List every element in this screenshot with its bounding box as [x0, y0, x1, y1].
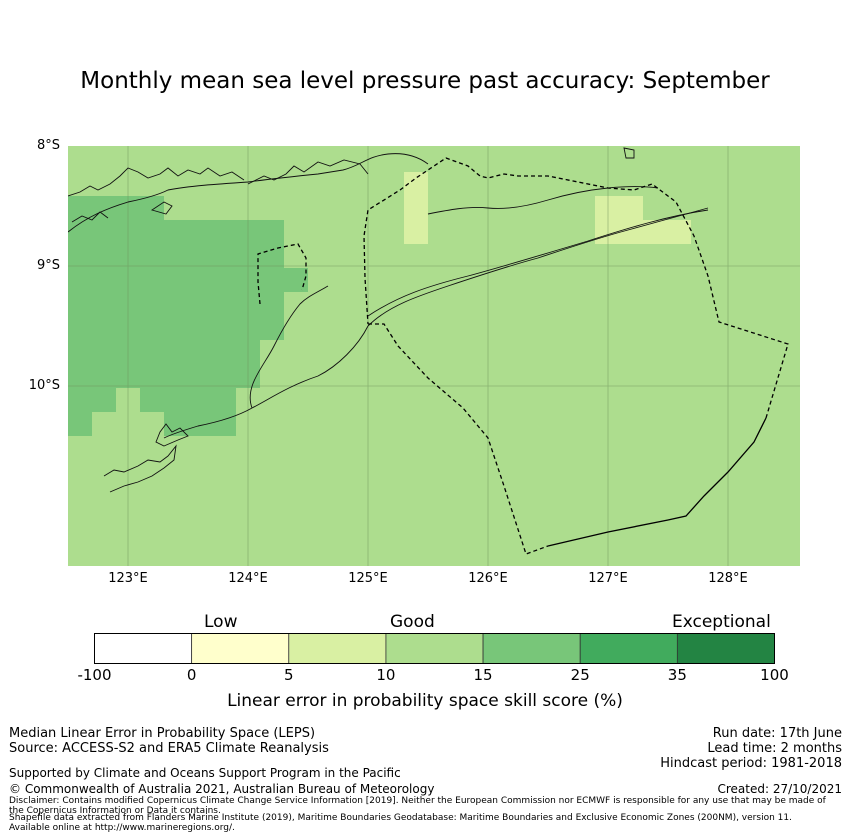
footer-shapefile-line1: Shapefile data extracted from Flanders M…: [9, 813, 792, 823]
map-title: Monthly mean sea level pressure past acc…: [80, 68, 770, 94]
colorbar-label: Linear error in probability space skill …: [227, 691, 623, 711]
colorbar-swatch: [676, 633, 775, 664]
colorbar-swatch: [385, 633, 484, 664]
footer-disclaimer-line1: Disclaimer: Contains modified Copernicus…: [9, 796, 826, 806]
footer-created: Created: 27/10/2021: [717, 782, 842, 796]
lon-label-128e: 128°E: [708, 571, 748, 586]
colorbar-swatch: [482, 633, 581, 664]
lon-label-126e: 126°E: [468, 571, 508, 586]
colorbar-tick-label: 35: [667, 666, 687, 684]
colorbar-swatch: [288, 633, 387, 664]
colorbar-tick-label: 10: [376, 666, 396, 684]
footer-leps: Median Linear Error in Probability Space…: [9, 726, 316, 741]
footer-disclaimer-line2: the Copernicus Information or Data it co…: [9, 806, 221, 816]
footer-supported: Supported by Climate and Oceans Support …: [9, 766, 401, 780]
lon-label-124e: 124°E: [228, 571, 268, 586]
colorbar-tick-label: -100: [77, 666, 112, 684]
colorbar-tick-label: 5: [284, 666, 294, 684]
lat-label-10s: 10°S: [28, 378, 60, 393]
colorbar-swatch: [94, 633, 193, 664]
lon-label-125e: 125°E: [348, 571, 388, 586]
footer-shapefile-line2: Available online at http://www.marinereg…: [9, 823, 235, 833]
footer-copyright: © Commonwealth of Australia 2021, Austra…: [9, 782, 435, 796]
colorbar-category-exceptional: Exceptional: [672, 612, 771, 632]
footer-source: Source: ACCESS-S2 and ERA5 Climate Reana…: [9, 741, 329, 756]
colorbar-swatch: [579, 633, 678, 664]
colorbar-tick-label: 0: [186, 666, 197, 684]
lat-label-8s: 8°S: [36, 138, 60, 153]
skill-map: [68, 146, 800, 566]
colorbar-tick-label: 25: [570, 666, 590, 684]
coastlines: [68, 147, 709, 493]
footer-hindcast: Hindcast period: 1981-2018: [660, 756, 842, 771]
colorbar: [94, 633, 775, 664]
lon-label-127e: 127°E: [588, 571, 628, 586]
colorbar-tick-label: 15: [473, 666, 493, 684]
colorbar-tick-label: 100: [760, 666, 789, 684]
graticule: [68, 146, 800, 566]
lat-label-9s: 9°S: [36, 258, 60, 273]
lon-label-123e: 123°E: [108, 571, 148, 586]
colorbar-swatch: [191, 633, 290, 664]
footer-run-date: Run date: 17th June: [712, 726, 842, 741]
footer-lead-time: Lead time: 2 months: [707, 741, 842, 756]
eez-boundaries: [257, 157, 789, 555]
colorbar-category-good: Good: [390, 612, 435, 632]
colorbar-category-low: Low: [204, 612, 238, 632]
